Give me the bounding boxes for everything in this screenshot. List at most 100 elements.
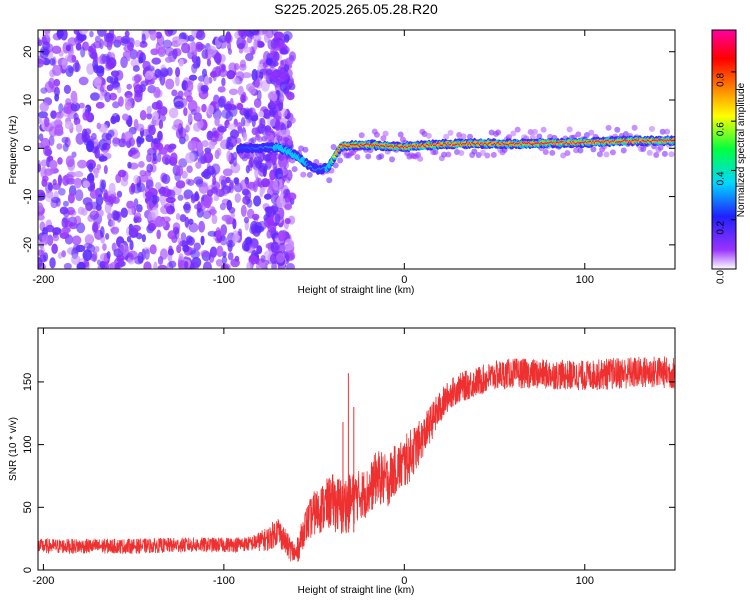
noise-speckle: [151, 101, 162, 110]
noise-speckle: [183, 107, 188, 117]
noise-speckle: [135, 204, 143, 213]
noise-speckle: [148, 124, 156, 136]
noise-speckle: [206, 189, 214, 197]
track-halo: [609, 149, 616, 156]
noise-speckle: [168, 107, 179, 119]
noise-speckle: [271, 30, 278, 36]
noise-speckle: [189, 261, 200, 269]
noise-speckle: [88, 162, 94, 173]
noise-speckle: [149, 244, 157, 255]
noise-speckle: [38, 202, 44, 212]
noise-speckle: [243, 242, 250, 252]
noise-speckle: [157, 46, 167, 58]
track-halo: [646, 149, 653, 156]
track-halo: [540, 126, 547, 133]
noise-speckle: [206, 165, 216, 176]
y-tick-label: -20: [22, 237, 34, 253]
noise-speckle: [109, 92, 118, 101]
noise-speckle: [54, 124, 64, 135]
noise-speckle: [253, 98, 262, 109]
noise-speckle: [56, 30, 64, 39]
track-halo: [326, 177, 333, 184]
noise-speckle: [57, 174, 63, 186]
noise-speckle: [113, 76, 119, 83]
noise-speckle: [182, 244, 190, 253]
track-halo: [261, 135, 268, 142]
noise-speckle: [130, 58, 141, 68]
noise-speckle: [45, 224, 55, 233]
noise-speckle: [227, 41, 232, 51]
x-tick-label: 100: [576, 274, 594, 286]
noise-speckle: [139, 40, 148, 48]
noise-speckle: [256, 245, 263, 255]
noise-speckle: [249, 30, 260, 35]
noise-speckle: [227, 252, 234, 261]
noise-speckle: [257, 125, 263, 135]
track-halo: [668, 151, 675, 158]
noise-speckle: [38, 58, 44, 68]
noise-speckle: [89, 210, 100, 220]
noise-speckle: [196, 119, 204, 130]
track-point: [671, 139, 675, 142]
noise-speckle: [177, 90, 184, 99]
snr-panel: -200 -100 0 100 0 50 100 150 Height of straight…: [8, 327, 676, 596]
track-halo: [306, 171, 313, 178]
noise-speckle: [284, 218, 291, 225]
noise-speckle: [131, 224, 141, 232]
noise-speckle: [133, 81, 140, 90]
noise-speckle: [38, 163, 41, 173]
noise-speckle: [270, 92, 278, 102]
noise-speckle: [133, 73, 143, 83]
track-halo: [648, 125, 655, 132]
noise-speckle: [64, 220, 74, 227]
noise-speckle: [93, 54, 98, 63]
noise-speckle: [158, 119, 164, 129]
noise-speckle: [184, 260, 189, 269]
noise-speckle: [151, 118, 161, 126]
track-halo: [441, 151, 448, 158]
noise-speckle: [65, 98, 72, 106]
noise-speckle: [143, 261, 152, 269]
noise-speckle: [71, 254, 81, 265]
noise-speckle: [134, 39, 141, 48]
track-halo: [373, 131, 380, 138]
noise-speckle: [96, 30, 107, 37]
noise-speckle: [185, 152, 195, 164]
noise-speckle: [158, 147, 168, 155]
track-halo: [300, 171, 307, 178]
noise-speckle: [258, 162, 268, 173]
noise-speckle: [70, 102, 81, 112]
noise-speckle: [61, 250, 66, 258]
noise-speckle: [186, 121, 191, 132]
noise-speckle: [132, 65, 140, 72]
noise-speckle: [151, 57, 162, 65]
noise-speckle: [260, 187, 266, 194]
noise-speckle: [74, 59, 80, 72]
noise-speckle: [78, 30, 89, 35]
noise-speckle: [98, 138, 108, 151]
noise-speckle: [242, 131, 248, 142]
noise-speckle: [164, 46, 175, 57]
noise-speckle: [154, 68, 162, 78]
noise-speckle: [215, 188, 225, 198]
noise-speckle: [159, 73, 166, 86]
noise-speckle: [65, 44, 71, 52]
noise-speckle: [42, 30, 51, 35]
noise-speckle: [133, 174, 140, 184]
colorbar-frame: [711, 29, 737, 270]
noise-speckle: [112, 137, 120, 147]
noise-speckle: [189, 223, 199, 233]
noise-speckle: [52, 65, 62, 76]
noise-speckle: [212, 108, 222, 121]
noise-speckle: [285, 263, 295, 269]
noise-speckle: [84, 234, 95, 245]
noise-speckle: [221, 77, 226, 87]
noise-speckle: [151, 138, 161, 145]
track-halo: [443, 133, 450, 140]
track-halo: [531, 128, 538, 135]
noise-speckle: [99, 226, 105, 238]
noise-speckle: [122, 113, 129, 121]
track-halo: [269, 153, 276, 160]
noise-speckle: [153, 261, 158, 269]
noise-speckle: [142, 60, 151, 71]
